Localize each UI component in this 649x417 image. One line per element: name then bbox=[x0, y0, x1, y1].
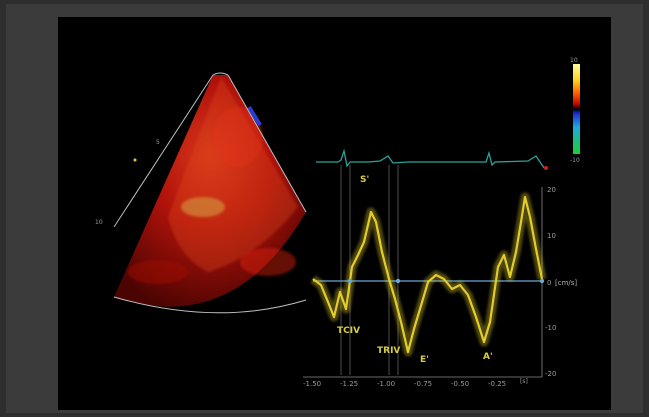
e-wave-label: E' bbox=[420, 355, 429, 365]
tciv-label: TCIV bbox=[337, 326, 360, 336]
s-wave-label: S' bbox=[360, 175, 369, 185]
x-tick-6: -0.25 bbox=[488, 380, 506, 388]
depth-label-5: 5 bbox=[156, 139, 160, 146]
y-tick-neg10: -10 bbox=[545, 324, 556, 332]
a-wave-label: A' bbox=[483, 352, 493, 362]
colorbar-bottom-label: -10 bbox=[570, 157, 580, 164]
x-tick-5: -0.50 bbox=[451, 380, 469, 388]
x-tick-1: -1.50 bbox=[303, 380, 321, 388]
tissue-velocity-waveform bbox=[310, 192, 547, 357]
x-axis-unit: [s] bbox=[520, 378, 528, 385]
x-tick-4: -0.75 bbox=[414, 380, 432, 388]
depth-label-10: 10 bbox=[95, 219, 103, 226]
ecg-trace bbox=[316, 148, 546, 170]
y-tick-neg20: -20 bbox=[545, 370, 556, 378]
ultrasound-image: 5 10 10 -10 20 bbox=[95, 57, 580, 388]
velocity-colorbar: 10 -10 bbox=[570, 57, 580, 164]
x-tick-2: -1.25 bbox=[340, 380, 358, 388]
colorbar-top-label: 10 bbox=[570, 57, 578, 64]
y-tick-20: 20 bbox=[547, 186, 556, 194]
doppler-sector: 5 10 bbox=[95, 72, 307, 314]
ultrasound-display: 5 10 10 -10 20 bbox=[58, 17, 611, 410]
y-tick-10: 10 bbox=[547, 232, 556, 240]
monitor-frame: 5 10 10 -10 20 bbox=[6, 4, 643, 413]
triv-label: TRIV bbox=[377, 346, 400, 356]
y-tick-0: 0 bbox=[547, 279, 551, 287]
x-tick-3: -1.00 bbox=[377, 380, 395, 388]
y-axis-unit: [cm/s] bbox=[555, 279, 577, 287]
